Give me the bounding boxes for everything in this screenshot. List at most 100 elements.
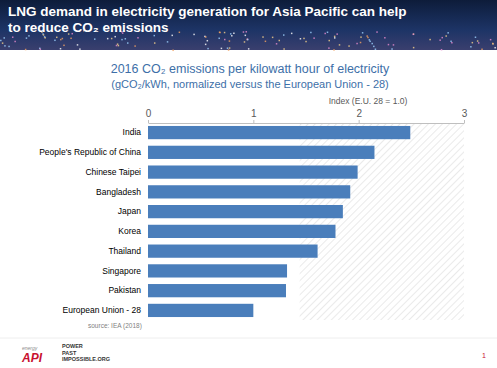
y-tick: India — [123, 127, 148, 137]
banner-light — [300, 38, 302, 40]
footer-tagline: POWER — [62, 343, 83, 349]
banner-light — [441, 37, 443, 39]
banner-light — [413, 33, 415, 35]
chart-title: 2016 CO₂ emissions per kilowatt hour of … — [111, 62, 390, 76]
banner-light — [447, 32, 449, 34]
banner-light — [107, 38, 109, 40]
banner-light — [272, 37, 274, 39]
banner-light — [54, 40, 56, 42]
banner-light — [478, 42, 480, 44]
banner-light — [310, 32, 312, 34]
category-label: Korea — [118, 226, 141, 236]
category-label: People's Republic of China — [39, 147, 141, 157]
category-label: Pakistan — [108, 285, 141, 295]
slide-title-line: LNG demand in electricity generation for… — [8, 4, 407, 19]
x-tick: 2 — [356, 108, 362, 123]
banner-light — [229, 47, 231, 49]
banner-light — [227, 47, 229, 49]
bar — [148, 146, 374, 159]
banner — [0, 0, 497, 50]
bar — [148, 284, 286, 297]
banner-light — [305, 41, 307, 43]
x-tick-label: 3 — [462, 108, 468, 119]
banner-light — [116, 45, 118, 47]
banner-light — [356, 43, 358, 45]
banner-light — [231, 35, 233, 37]
banner-light — [492, 43, 494, 45]
banner-light — [4, 45, 6, 47]
banner-light — [60, 48, 62, 50]
banner-light — [3, 37, 4, 39]
banner-light — [366, 35, 368, 37]
banner-light — [324, 33, 326, 35]
banner-light — [233, 33, 235, 35]
banner-light — [63, 45, 65, 47]
banner-light — [111, 38, 113, 40]
banner-light — [369, 39, 371, 41]
category-label: Singapore — [102, 266, 141, 276]
banner-light — [56, 37, 58, 39]
banner-light — [125, 38, 127, 40]
banner-light — [247, 38, 249, 40]
banner-light — [362, 32, 364, 34]
x-tick-mark — [148, 120, 149, 123]
banner-light — [477, 40, 479, 42]
banner-light — [384, 37, 386, 39]
page-number: 1 — [482, 352, 486, 359]
banner-light — [171, 35, 173, 37]
banner-light — [14, 41, 16, 43]
banner-light — [167, 41, 169, 43]
banner-light — [279, 40, 281, 42]
banner-light — [441, 49, 443, 51]
banner-light — [118, 45, 120, 47]
banner-light — [172, 50, 174, 52]
banner-light — [28, 35, 30, 37]
chart-subtitle: (gCO₂/kWh, normalized versus the Europea… — [111, 78, 389, 90]
bar — [148, 264, 287, 277]
banner-light — [328, 47, 330, 49]
banner-light — [367, 37, 369, 39]
banner-light — [248, 48, 250, 50]
bar — [148, 245, 318, 258]
slide-title-line: to reduce CO₂ emissions — [8, 20, 169, 35]
x-tick-label: 1 — [251, 108, 257, 119]
banner-light — [205, 36, 207, 38]
footer-tagline: IMPOSSIBLE.ORG — [62, 356, 110, 362]
x-tick-mark — [359, 120, 360, 123]
banner-light — [391, 48, 393, 50]
banner-light — [388, 44, 390, 46]
x-tick-mark — [253, 120, 254, 123]
banner-light — [26, 37, 28, 39]
x-tick-label: 0 — [146, 108, 152, 119]
banner-light — [224, 32, 226, 34]
banner-light — [60, 39, 62, 41]
y-tick: Thailand — [108, 246, 148, 256]
banner-light — [230, 33, 232, 35]
banner-light — [276, 43, 278, 45]
x-tick: 0 — [146, 108, 152, 123]
banner-light — [327, 32, 329, 34]
y-tick: Korea — [118, 226, 148, 236]
banner-light — [451, 42, 453, 44]
banner-light — [490, 39, 492, 41]
banner-light — [207, 40, 209, 42]
banner-light — [333, 49, 335, 51]
banner-light — [283, 34, 285, 36]
banner-light — [12, 36, 14, 38]
banner-light — [114, 36, 116, 38]
banner-light — [429, 39, 431, 41]
banner-light — [218, 38, 220, 40]
bar — [148, 185, 350, 198]
banner-light — [127, 42, 129, 44]
banner-light — [413, 47, 415, 49]
banner-light — [369, 41, 371, 43]
x-tick: 3 — [462, 108, 468, 123]
banner-light — [219, 32, 221, 34]
source-note: source: IEA (2018) — [88, 322, 142, 330]
banner-light — [481, 49, 483, 51]
banner-light — [8, 46, 10, 48]
banner-light — [137, 37, 139, 39]
banner-light — [70, 38, 72, 40]
banner-light — [179, 32, 181, 34]
banner-light — [376, 31, 378, 32]
